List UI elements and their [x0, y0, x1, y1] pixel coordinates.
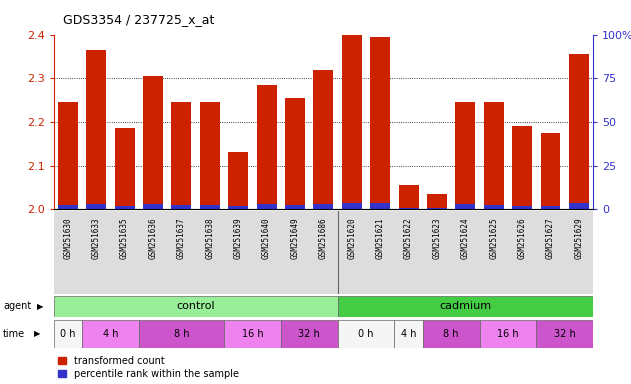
- Bar: [569, 54, 589, 209]
- Text: GSM251630: GSM251630: [63, 218, 73, 260]
- Text: agent: agent: [3, 301, 32, 311]
- Bar: [143, 204, 163, 209]
- Bar: [86, 204, 106, 209]
- Bar: [399, 185, 418, 209]
- Text: 8 h: 8 h: [444, 329, 459, 339]
- Bar: [456, 204, 475, 209]
- Bar: [224, 320, 281, 348]
- Text: GSM251629: GSM251629: [574, 218, 584, 260]
- Bar: [456, 102, 475, 209]
- Bar: [541, 133, 560, 209]
- Bar: [512, 206, 532, 209]
- Bar: [484, 205, 504, 209]
- Text: 16 h: 16 h: [242, 329, 263, 339]
- Text: 4 h: 4 h: [401, 329, 416, 339]
- Text: GDS3354 / 237725_x_at: GDS3354 / 237725_x_at: [63, 13, 215, 26]
- Text: GSM251638: GSM251638: [205, 218, 215, 260]
- Bar: [86, 50, 106, 209]
- Bar: [314, 204, 333, 209]
- Bar: [342, 203, 362, 209]
- Bar: [423, 320, 480, 348]
- Text: GSM251686: GSM251686: [319, 218, 328, 260]
- Bar: [399, 207, 418, 209]
- Text: 16 h: 16 h: [497, 329, 519, 339]
- Bar: [512, 126, 532, 209]
- Bar: [172, 205, 191, 209]
- Text: 0 h: 0 h: [60, 329, 76, 339]
- Text: GSM251636: GSM251636: [148, 218, 158, 260]
- Bar: [115, 206, 134, 209]
- Bar: [200, 102, 220, 209]
- Legend: transformed count, percentile rank within the sample: transformed count, percentile rank withi…: [59, 356, 239, 379]
- Bar: [484, 102, 504, 209]
- Bar: [338, 320, 394, 348]
- Bar: [281, 320, 338, 348]
- Bar: [285, 205, 305, 209]
- Text: GSM251623: GSM251623: [432, 218, 442, 260]
- Text: GSM251626: GSM251626: [517, 218, 527, 260]
- Bar: [139, 320, 224, 348]
- Bar: [115, 129, 134, 209]
- Text: GSM251639: GSM251639: [233, 218, 243, 260]
- Bar: [228, 152, 248, 209]
- Text: cadmium: cadmium: [439, 301, 492, 311]
- Text: GSM251620: GSM251620: [347, 218, 357, 260]
- Text: control: control: [176, 301, 215, 311]
- Text: ▶: ▶: [34, 329, 40, 338]
- Text: 0 h: 0 h: [358, 329, 374, 339]
- Bar: [257, 204, 276, 209]
- Text: GSM251649: GSM251649: [290, 218, 300, 260]
- Bar: [427, 208, 447, 209]
- Bar: [338, 296, 593, 317]
- Text: GSM251621: GSM251621: [375, 218, 385, 260]
- Bar: [569, 203, 589, 209]
- Text: 32 h: 32 h: [554, 329, 575, 339]
- Bar: [370, 37, 390, 209]
- Text: GSM251625: GSM251625: [489, 218, 498, 260]
- Bar: [54, 320, 82, 348]
- Bar: [394, 320, 423, 348]
- Bar: [314, 70, 333, 209]
- Bar: [536, 320, 593, 348]
- Text: GSM251624: GSM251624: [461, 218, 470, 260]
- Text: GSM251627: GSM251627: [546, 218, 555, 260]
- Bar: [370, 203, 390, 209]
- Text: GSM251622: GSM251622: [404, 218, 413, 260]
- Bar: [228, 206, 248, 209]
- Bar: [541, 206, 560, 209]
- Bar: [427, 194, 447, 209]
- Text: GSM251633: GSM251633: [91, 218, 101, 260]
- Text: 4 h: 4 h: [103, 329, 118, 339]
- Bar: [172, 102, 191, 209]
- Bar: [342, 35, 362, 209]
- Bar: [480, 320, 536, 348]
- Text: time: time: [3, 329, 25, 339]
- Text: GSM251637: GSM251637: [177, 218, 186, 260]
- Bar: [200, 205, 220, 209]
- Bar: [82, 320, 139, 348]
- Bar: [143, 76, 163, 209]
- Text: 8 h: 8 h: [174, 329, 189, 339]
- Bar: [257, 85, 276, 209]
- Bar: [285, 98, 305, 209]
- Text: ▶: ▶: [37, 302, 43, 311]
- Bar: [58, 205, 78, 209]
- Bar: [54, 296, 338, 317]
- Text: 32 h: 32 h: [298, 329, 320, 339]
- Bar: [58, 102, 78, 209]
- Text: GSM251635: GSM251635: [120, 218, 129, 260]
- Text: GSM251640: GSM251640: [262, 218, 271, 260]
